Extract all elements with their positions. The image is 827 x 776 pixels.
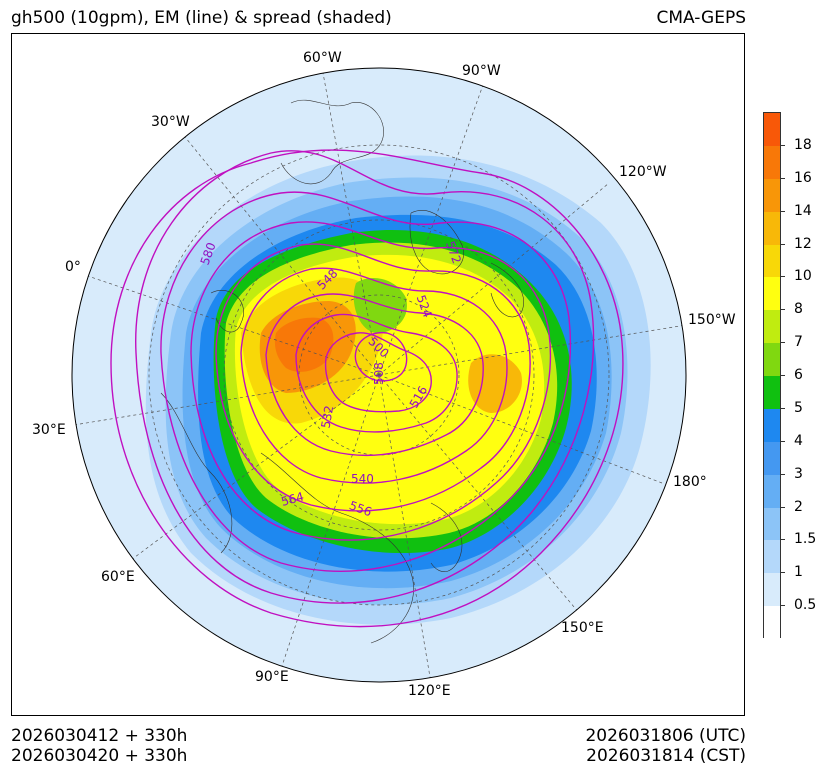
colorbar-segment xyxy=(764,178,780,212)
colorbar-segment xyxy=(764,343,780,376)
colorbar-tick-mark xyxy=(781,210,785,212)
lon-label-120e: 120°E xyxy=(408,683,451,699)
colorbar-tick-label: 16 xyxy=(794,169,812,186)
colorbar-segment xyxy=(764,540,780,574)
polar-map: 580 548 572 524 500 508 516 532 540 564 … xyxy=(71,67,687,683)
colorbar-segment xyxy=(764,408,780,442)
colorbar-segment xyxy=(764,277,780,311)
lon-label-120w: 120°W xyxy=(619,164,667,180)
colorbar-tick-mark xyxy=(781,309,785,311)
contour-label-564: 564 xyxy=(280,489,306,508)
lon-label-30e: 30°E xyxy=(32,422,66,438)
colorbar-segment xyxy=(764,113,780,146)
colorbar-tick-label: 12 xyxy=(794,235,812,252)
colorbar-tick-mark xyxy=(781,605,785,607)
colorbar-segment xyxy=(764,441,780,475)
colorbar-tick-label: 5 xyxy=(794,399,803,416)
valid-time-utc: 2026031806 (UTC) xyxy=(585,726,746,746)
colorbar-tick-label: 18 xyxy=(794,136,812,153)
colorbar-tick-label: 0.5 xyxy=(794,597,817,614)
colorbar-segment xyxy=(764,606,780,639)
model-name: CMA-GEPS xyxy=(656,8,746,28)
colorbar-tick-label: 2 xyxy=(794,498,803,515)
spread-band-east xyxy=(468,354,522,413)
init-time-block: 2026030412 + 330h 2026030420 + 330h xyxy=(11,726,187,766)
graticule xyxy=(73,72,686,682)
colorbar-segment xyxy=(764,310,780,344)
lon-label-30w: 30°W xyxy=(151,114,190,130)
lon-label-60e: 60°E xyxy=(101,569,135,585)
colorbar-tick-label: 6 xyxy=(794,367,803,383)
colorbar-tick-mark xyxy=(781,473,785,475)
colorbar-tick-label: 1.5 xyxy=(794,531,817,548)
colorbar-segment xyxy=(764,573,780,607)
lon-label-150w: 150°W xyxy=(688,312,736,328)
colorbar-segment xyxy=(764,474,780,508)
colorbar-segment xyxy=(764,244,780,278)
colorbar-segment xyxy=(764,145,780,179)
coastlines xyxy=(160,99,524,644)
colorbar-tick-mark xyxy=(781,276,785,278)
colorbar-tick-mark xyxy=(781,572,785,574)
colorbar-tick-mark xyxy=(781,342,785,344)
colorbar-tick-label: 8 xyxy=(794,301,803,318)
contour-label-540: 540 xyxy=(351,472,374,486)
spread-band-10 xyxy=(274,317,334,372)
colorbar-tick-label: 10 xyxy=(794,268,812,285)
init-time-cst: 2026030420 + 330h xyxy=(11,746,188,766)
colorbar-tick-mark xyxy=(781,539,785,541)
colorbar-tick-mark xyxy=(781,144,785,146)
valid-time-block: 2026031806 (UTC) 2026031814 (CST) xyxy=(585,726,746,766)
colorbar-tick-mark xyxy=(781,243,785,245)
init-time-utc: 2026030412 + 330h xyxy=(11,726,188,746)
colorbar-tick-label: 7 xyxy=(794,334,803,351)
colorbar-tick-label: 1 xyxy=(794,564,803,581)
lon-label-180: 180° xyxy=(673,474,707,490)
lon-label-90w: 90°W xyxy=(462,63,501,79)
colorbar-tick-label: 14 xyxy=(794,202,812,219)
lon-label-150e: 150°E xyxy=(561,620,604,636)
colorbar xyxy=(763,112,781,639)
chart-title: gh500 (10gpm), EM (line) & spread (shade… xyxy=(11,8,392,28)
colorbar-tick-label: 4 xyxy=(794,432,803,449)
lon-label-0: 0° xyxy=(65,259,81,275)
em-contours xyxy=(110,149,624,628)
colorbar-segment xyxy=(764,507,780,541)
contour-label-532: 532 xyxy=(319,404,337,429)
map-boundary xyxy=(71,67,687,683)
colorbar-segment xyxy=(764,211,780,245)
contour-label-508: 508 xyxy=(372,362,386,385)
colorbar-tick-label: 3 xyxy=(794,465,803,482)
valid-time-cst: 2026031814 (CST) xyxy=(586,746,746,766)
colorbar-segment xyxy=(764,376,780,409)
colorbar-tick-mark xyxy=(781,440,785,442)
colorbar-tick-mark xyxy=(781,375,785,376)
lon-label-60w: 60°W xyxy=(303,50,342,66)
colorbar-tick-mark xyxy=(781,177,785,179)
colorbar-tick-mark xyxy=(781,506,785,508)
lon-label-90e: 90°E xyxy=(255,669,289,685)
colorbar-tick-mark xyxy=(781,407,785,409)
